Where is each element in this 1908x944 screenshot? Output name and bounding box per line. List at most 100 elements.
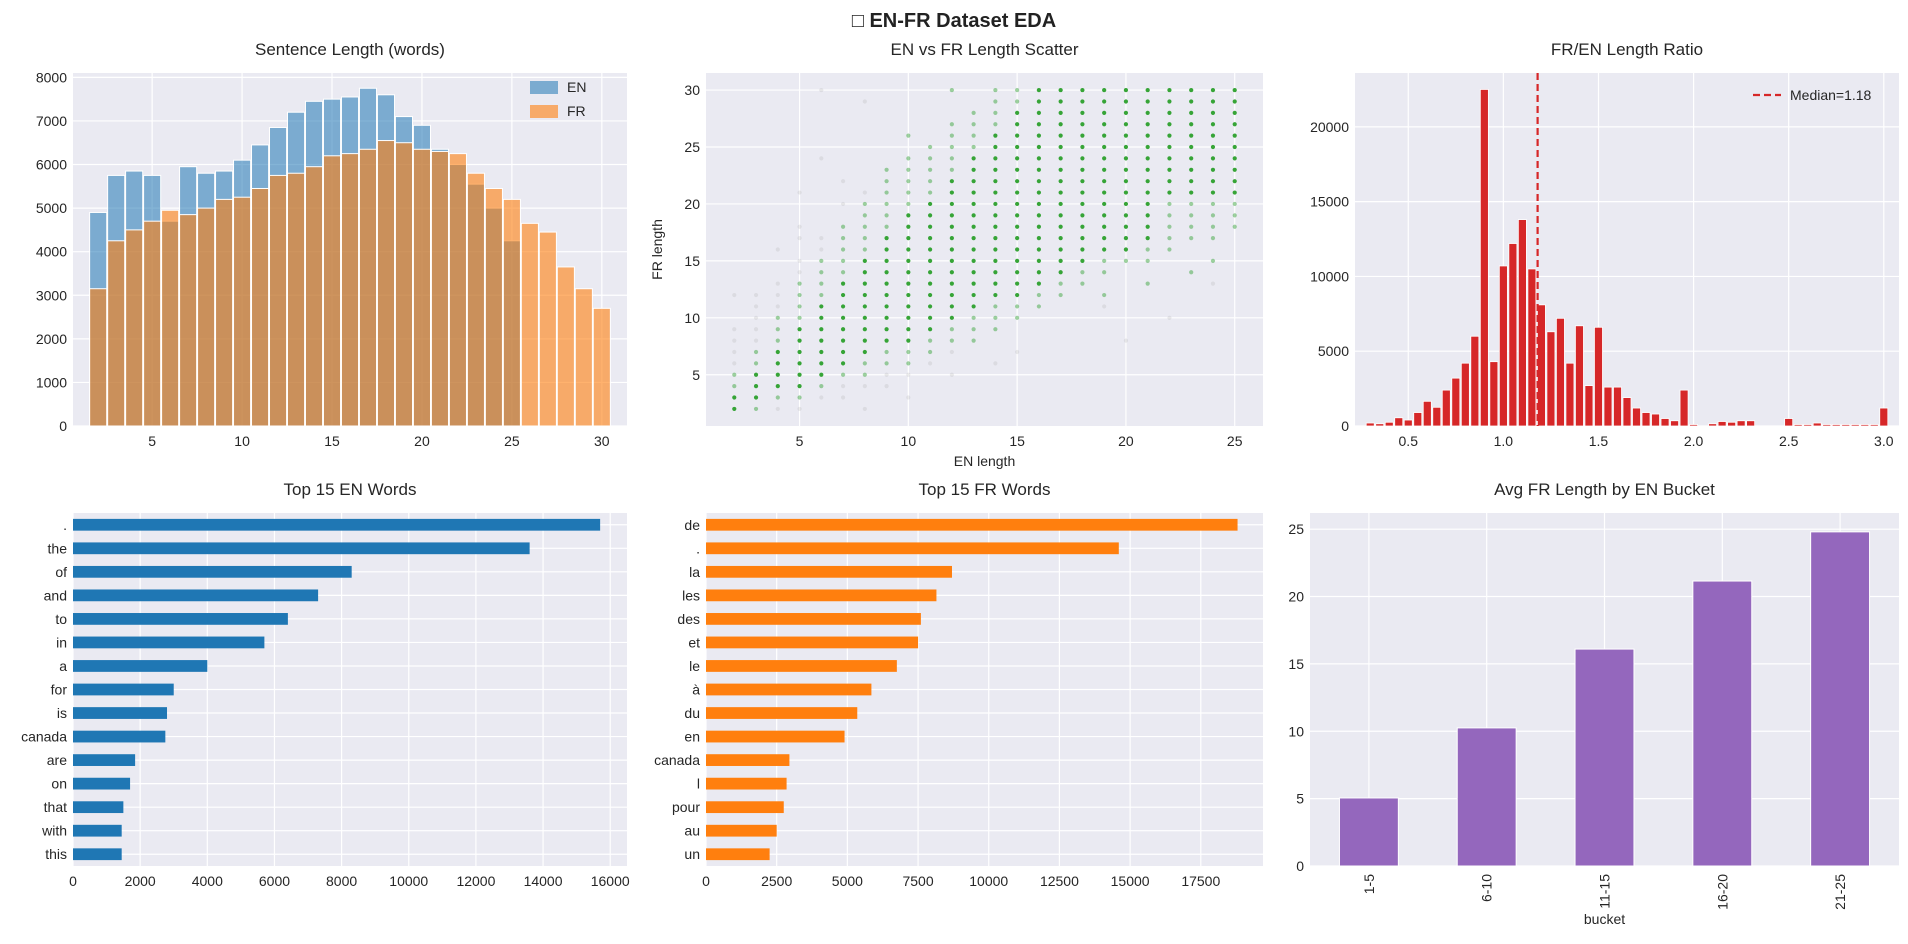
histogram-bar-fr [161,209,180,427]
scatter-point [949,372,954,377]
scatter-point [1145,156,1150,161]
category-label: un [684,846,700,862]
scatter-point [971,224,976,229]
scatter-point [862,258,867,263]
scatter-point [928,315,933,320]
scatter-point [1210,258,1216,263]
scatter-point [1015,236,1020,241]
ratio-bar [1660,418,1670,427]
scatter-point [1015,190,1020,195]
scatter-point [906,349,911,355]
ratio-bar [1812,422,1822,427]
scatter-point [1015,281,1020,286]
scatter-point [906,190,911,195]
scatter-point [906,315,911,320]
scatter-point [797,361,802,366]
scatter-point [884,304,889,309]
scatter-point [1036,190,1041,195]
scatter-point [1058,133,1063,138]
bucket-bar [1456,727,1517,867]
plot-area [1355,73,1899,426]
ratio-bar [1784,418,1794,427]
scatter-point [1189,110,1194,115]
x-tick-label: 15 [1009,433,1025,449]
scatter-point [949,315,954,320]
scatter-point [862,236,867,241]
x-tick-label: 30 [594,433,610,449]
scatter-point [1232,167,1237,172]
scatter-point [1189,133,1194,138]
scatter-point [819,315,824,320]
y-tick-label: 2000 [36,331,67,347]
scatter-point [840,270,846,275]
word-bar [73,636,265,649]
scatter-point [1036,236,1041,241]
scatter-point [775,315,780,320]
x-axis-label: EN length [954,453,1015,469]
ratio-bar [1651,413,1660,427]
category-label: . [63,517,67,533]
word-bar [73,613,288,625]
histogram-bar-fr [107,240,126,427]
scatter-point [753,327,759,332]
scatter-point [906,258,911,263]
ratio-bar [1432,406,1442,427]
word-bar [73,777,131,790]
scatter-point [1102,258,1107,263]
scatter-point [1080,179,1085,184]
scatter-point [1036,213,1041,218]
scatter-point [1189,270,1194,275]
scatter-point [993,258,998,263]
scatter-point [884,224,889,229]
scatter-point [1167,315,1172,320]
category-label: . [696,540,700,556]
scatter-point [1102,201,1107,207]
chart-title: FR/EN Length Ratio [1551,40,1703,59]
scatter-point [1015,87,1020,93]
scatter-point [775,349,780,355]
scatter-point [840,292,846,298]
category-label: canada [654,752,700,768]
scatter-point [928,144,933,150]
y-tick-label: 10000 [1310,268,1349,284]
scatter-point [797,270,802,275]
scatter-point [862,372,867,377]
word-bar [73,565,352,578]
scatter-point [1123,179,1129,184]
scatter-point [971,327,976,332]
ratio-bar [1841,424,1851,427]
scatter-point [884,327,889,332]
scatter-point [1058,224,1063,229]
scatter-point [1080,133,1085,138]
scatter-point [884,179,889,184]
ratio-bar [1489,361,1499,427]
y-tick-label: 7000 [36,113,67,129]
scatter-point [971,304,976,309]
scatter-point [862,338,867,343]
word-bar [73,660,208,672]
scatter-point [753,395,759,400]
scatter-point [1210,236,1216,241]
scatter-point [1123,122,1129,127]
scatter-point [884,258,889,263]
scatter-point [1232,133,1237,138]
ratio-bar [1508,243,1518,427]
scatter-point [1058,99,1063,104]
scatter-point [971,338,976,343]
y-tick-label: 5 [692,367,700,383]
ratio-bar [1632,407,1641,427]
x-tick-label: 4000 [192,873,223,889]
scatter-point [1145,201,1150,207]
scatter-point [1036,270,1041,275]
scatter-point [1015,133,1020,138]
ratio-bar [1879,407,1889,427]
scatter-point [1015,213,1020,218]
scatter-point [1123,258,1129,263]
scatter-point [732,395,737,400]
scatter-point [1123,167,1129,172]
x-tick-label: 16-20 [1714,874,1730,910]
scatter-point [732,338,737,343]
bucket-bar [1692,580,1753,867]
scatter-point [993,167,998,172]
scatter-point [1167,236,1172,241]
